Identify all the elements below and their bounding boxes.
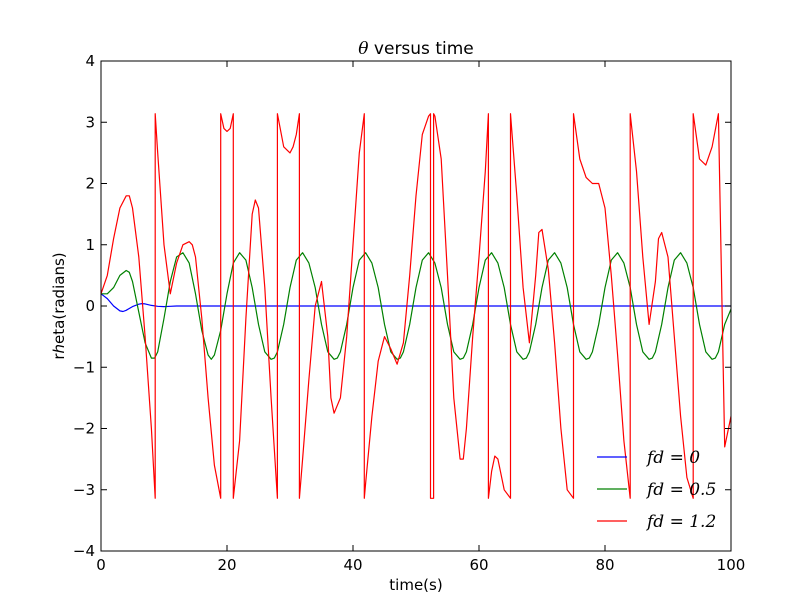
x-tick-label: 100	[717, 556, 746, 574]
y-tick-label: 1	[85, 236, 95, 254]
chart-title-rest: versus time	[369, 39, 474, 59]
series-line-fd-1-2	[101, 113, 731, 499]
y-tick-label: −4	[73, 542, 95, 560]
y-tick-label: −3	[73, 481, 95, 499]
y-tick-label: 4	[85, 52, 95, 70]
series-lines	[101, 113, 731, 499]
chart-title-symbol: θ	[358, 39, 368, 59]
y-tick-label: −2	[73, 420, 95, 438]
y-tick-label: 3	[85, 113, 95, 131]
y-tick-label: 2	[85, 175, 95, 193]
x-tick-label: 60	[469, 556, 488, 574]
x-axis-label: time(s)	[389, 576, 442, 594]
axis-ticks: 0 20 40 60 80 100 −4 −3 −2 −1 0 1 2 3 4	[73, 52, 745, 574]
x-tick-label: 0	[96, 556, 106, 574]
y-tick-label: 0	[85, 297, 95, 315]
legend-label: fd = 0	[645, 448, 700, 468]
x-tick-label: 80	[595, 556, 614, 574]
y-axis-label: rℎeta(radians)	[50, 252, 68, 359]
y-tick-label: −1	[73, 358, 95, 376]
series-line-fd-0	[101, 293, 731, 313]
legend-label: fd = 1.2	[645, 512, 716, 532]
legend: fd = 0 fd = 0.5 fd = 1.2	[597, 448, 716, 532]
legend-label: fd = 0.5	[645, 480, 716, 500]
series-line-fd-0-5	[101, 252, 731, 360]
chart-title: θ versus time	[358, 39, 473, 59]
x-tick-label: 40	[343, 556, 362, 574]
x-tick-label: 20	[217, 556, 236, 574]
